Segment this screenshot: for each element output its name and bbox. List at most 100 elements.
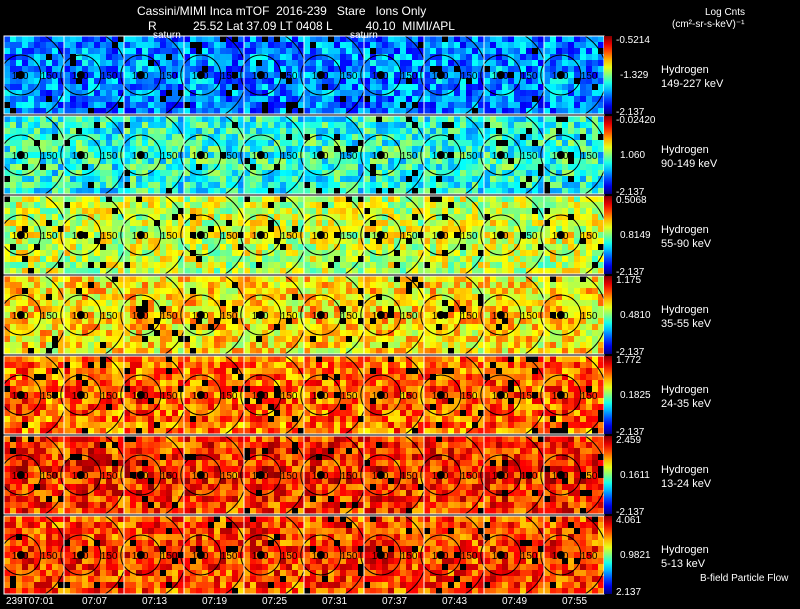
colorbar-mid: 1.060 — [620, 150, 646, 161]
colorbar-min: -2.137 — [616, 507, 645, 518]
ring-label-outer: 150 — [341, 391, 358, 402]
image-panel: 180 150 — [480, 435, 545, 515]
image-panel: 180 150 — [120, 115, 185, 195]
ring-label-outer: 150 — [41, 551, 58, 562]
inner-ring — [420, 374, 462, 416]
colorbar — [604, 116, 612, 194]
image-panel: 180 150 — [0, 515, 65, 595]
ring-label-outer: 150 — [521, 471, 538, 482]
inner-ring — [420, 534, 462, 576]
image-panel: 180 150 — [480, 275, 545, 355]
inner-ring — [60, 294, 102, 336]
ring-label-inner: 180 — [12, 71, 29, 82]
energy-range-label: 149-227 keV — [661, 78, 724, 90]
center-marker — [376, 311, 385, 319]
inner-ring — [300, 374, 342, 416]
ring-label-inner: 180 — [552, 71, 569, 82]
ring-label-inner: 180 — [492, 151, 509, 162]
center-marker — [436, 71, 445, 79]
ring-label-inner: 180 — [372, 231, 389, 242]
inner-ring — [180, 374, 222, 416]
ring-label-outer: 150 — [341, 71, 358, 82]
ring-label-outer: 150 — [281, 471, 298, 482]
image-panel: 180 150 — [120, 355, 185, 435]
inner-ring — [360, 534, 402, 576]
center-marker — [136, 71, 145, 79]
inner-ring — [0, 214, 42, 256]
species-label: Hydrogen — [661, 464, 709, 476]
colorbar — [604, 436, 612, 514]
ring-label-inner: 180 — [312, 391, 329, 402]
inner-ring — [0, 454, 42, 496]
species-label: Hydrogen — [661, 384, 709, 396]
inner-ring — [240, 54, 282, 96]
colorbar-mid: 0.8149 — [620, 230, 651, 241]
pixel-map — [484, 356, 544, 434]
center-marker — [16, 551, 25, 559]
center-marker — [256, 231, 265, 239]
image-panel: 180 150 — [540, 275, 605, 355]
ring-label-outer: 150 — [161, 71, 178, 82]
inner-ring — [360, 54, 402, 96]
center-marker — [496, 551, 505, 559]
inner-ring — [300, 214, 342, 256]
inner-ring — [0, 294, 42, 336]
center-marker — [136, 471, 145, 479]
energy-range-label: 55-90 keV — [661, 238, 712, 250]
ring-label-inner: 180 — [492, 311, 509, 322]
image-panel: 180 150 — [60, 435, 125, 515]
energy-range-label: 13-24 keV — [661, 478, 712, 490]
ring-label-outer: 150 — [221, 231, 238, 242]
plot-title: Cassini/MIMI Inca mTOF 2016-239 Stare Io… — [137, 4, 427, 18]
ring-label-outer: 150 — [521, 551, 538, 562]
colorbar — [604, 36, 612, 114]
ring-label-outer: 150 — [101, 391, 118, 402]
ring-label-inner: 180 — [72, 551, 89, 562]
ephemeris-line: 25.52 Lat 37.09 LT 0408 L 40.10 MIMI/APL — [193, 19, 455, 33]
energy-band-row: 180 150 180 150 180 150 180 150 180 150 180 150 180 1… — [0, 435, 605, 515]
ring-label-inner: 180 — [72, 471, 89, 482]
image-panel: 180 150 — [240, 35, 305, 115]
ring-label-inner: 180 — [132, 471, 149, 482]
image-panel: 180 150 — [0, 35, 65, 115]
inner-ring — [240, 534, 282, 576]
center-marker — [196, 391, 205, 399]
inner-ring — [360, 454, 402, 496]
inner-ring — [480, 294, 522, 336]
inner-ring — [540, 54, 582, 96]
ring-label-outer: 150 — [401, 151, 418, 162]
ring-label-outer: 150 — [341, 311, 358, 322]
image-panel: 180 150 — [540, 115, 605, 195]
ring-label-outer: 150 — [281, 151, 298, 162]
inner-ring — [120, 534, 162, 576]
time-tick-label: 07:19 — [202, 596, 228, 607]
inner-ring — [60, 454, 102, 496]
image-panel: 180 150 — [240, 275, 305, 355]
pixel-map — [304, 356, 364, 434]
ring-label-inner: 180 — [192, 551, 209, 562]
pixel-map — [4, 196, 64, 274]
pixel-map — [304, 276, 364, 354]
center-marker — [16, 71, 25, 79]
center-marker — [256, 551, 265, 559]
inner-ring — [240, 134, 282, 176]
inner-ring — [60, 134, 102, 176]
ring-label-outer: 150 — [581, 471, 598, 482]
ring-label-inner: 180 — [312, 231, 329, 242]
center-marker — [256, 471, 265, 479]
pixel-map — [424, 356, 484, 434]
time-tick-label: 07:07 — [82, 596, 108, 607]
pixel-map — [184, 36, 244, 114]
inner-ring — [540, 534, 582, 576]
pixel-map — [124, 196, 184, 274]
center-marker — [436, 231, 445, 239]
pixel-map — [364, 436, 424, 514]
ring-label-outer: 150 — [101, 71, 118, 82]
ring-label-inner: 180 — [132, 231, 149, 242]
center-marker — [76, 391, 85, 399]
ring-label-inner: 180 — [12, 471, 29, 482]
inner-ring — [180, 134, 222, 176]
pixel-map — [364, 116, 424, 194]
inner-ring — [420, 454, 462, 496]
colorbar-max: -0.5214 — [616, 35, 650, 46]
